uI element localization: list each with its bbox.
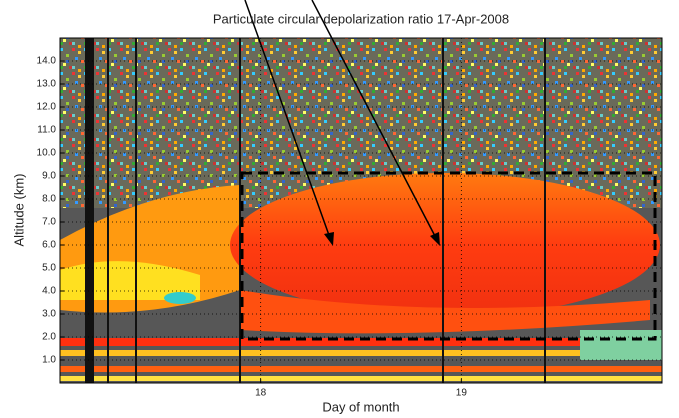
y-tick-label: 3.0 bbox=[42, 309, 56, 320]
y-tick-label: 4.0 bbox=[42, 286, 56, 297]
y-tick-label: 12.0 bbox=[37, 102, 57, 113]
y-tick-label: 14.0 bbox=[37, 56, 57, 67]
y-tick-label: 2.0 bbox=[42, 332, 56, 343]
x-tick-label: 19 bbox=[456, 388, 468, 399]
y-tick-label: 13.0 bbox=[37, 79, 57, 90]
y-tick-label: 1.0 bbox=[42, 355, 56, 366]
arrow-head bbox=[324, 232, 334, 246]
y-tick-label: 10.0 bbox=[37, 148, 57, 159]
y-tick-label: 5.0 bbox=[42, 263, 56, 274]
arrow-head bbox=[430, 232, 440, 246]
chart-title: Particulate circular depolarization rati… bbox=[213, 11, 509, 26]
y-tick-label: 9.0 bbox=[42, 171, 56, 182]
y-axis-label: Altitude (km) bbox=[11, 174, 26, 247]
arrow bbox=[244, 0, 331, 239]
y-tick-label: 6.0 bbox=[42, 240, 56, 251]
y-tick-label: 8.0 bbox=[42, 194, 56, 205]
highlight-box bbox=[240, 171, 657, 341]
plot-frame bbox=[59, 37, 663, 384]
y-tick-label: 7.0 bbox=[42, 217, 56, 228]
x-tick-label: 18 bbox=[255, 388, 267, 399]
y-tick-label: 11.0 bbox=[37, 125, 56, 136]
x-axis-label: Day of month bbox=[322, 399, 399, 414]
grid bbox=[60, 38, 662, 383]
arrow bbox=[311, 0, 437, 239]
heatmap-field bbox=[60, 38, 662, 383]
